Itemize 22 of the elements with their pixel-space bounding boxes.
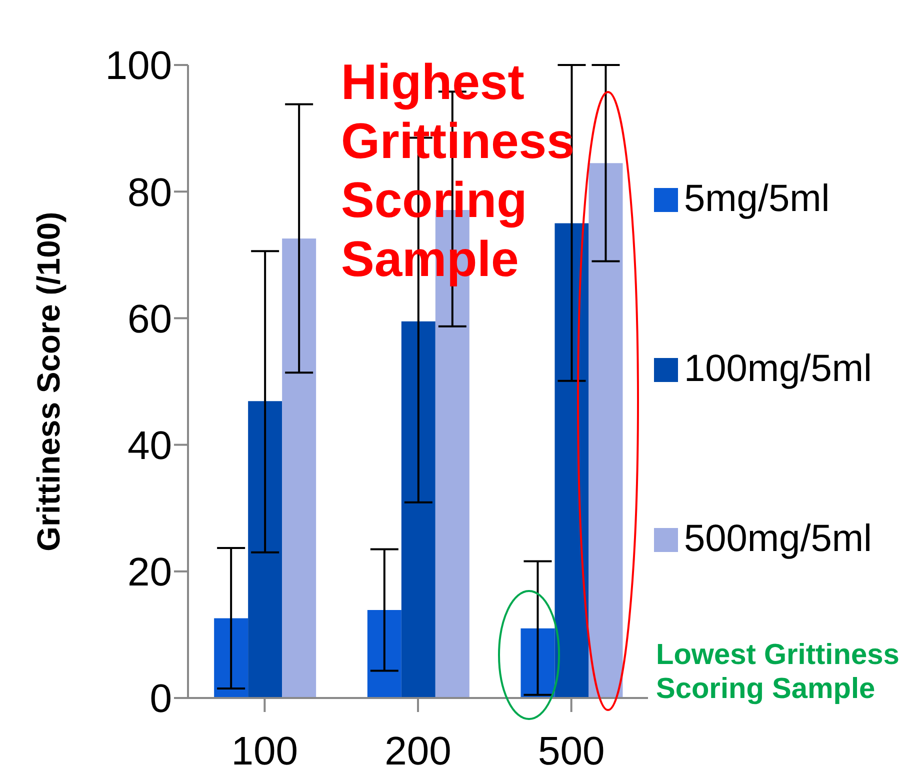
y-tick-label: 100: [105, 44, 172, 88]
legend-label: 100mg/5ml: [684, 348, 872, 391]
x-tick-label: 200: [384, 729, 452, 774]
bar: [520, 628, 555, 698]
x-tick-label: 500: [538, 729, 605, 774]
bar: [401, 321, 436, 698]
bar: [367, 610, 402, 698]
bar: [248, 401, 282, 698]
y-tick-label: 20: [128, 550, 172, 595]
y-axis-title: Grittiness Score (/100): [30, 212, 66, 552]
bar: [214, 618, 248, 698]
text: Lowest Grittiness Scoring Sample: [656, 638, 900, 706]
legend-label: 500mg/5ml: [684, 518, 872, 561]
y-tick-label: 80: [128, 170, 172, 215]
bar: [554, 223, 589, 698]
bar: [282, 238, 316, 698]
x-tick-label: 100: [231, 729, 298, 774]
y-tick-label: 40: [128, 424, 172, 468]
bar: [588, 163, 623, 698]
y-tick-label: 0: [150, 677, 172, 722]
y-tick-label: 60: [128, 297, 172, 342]
legend-label: 5mg/5ml: [684, 178, 830, 221]
